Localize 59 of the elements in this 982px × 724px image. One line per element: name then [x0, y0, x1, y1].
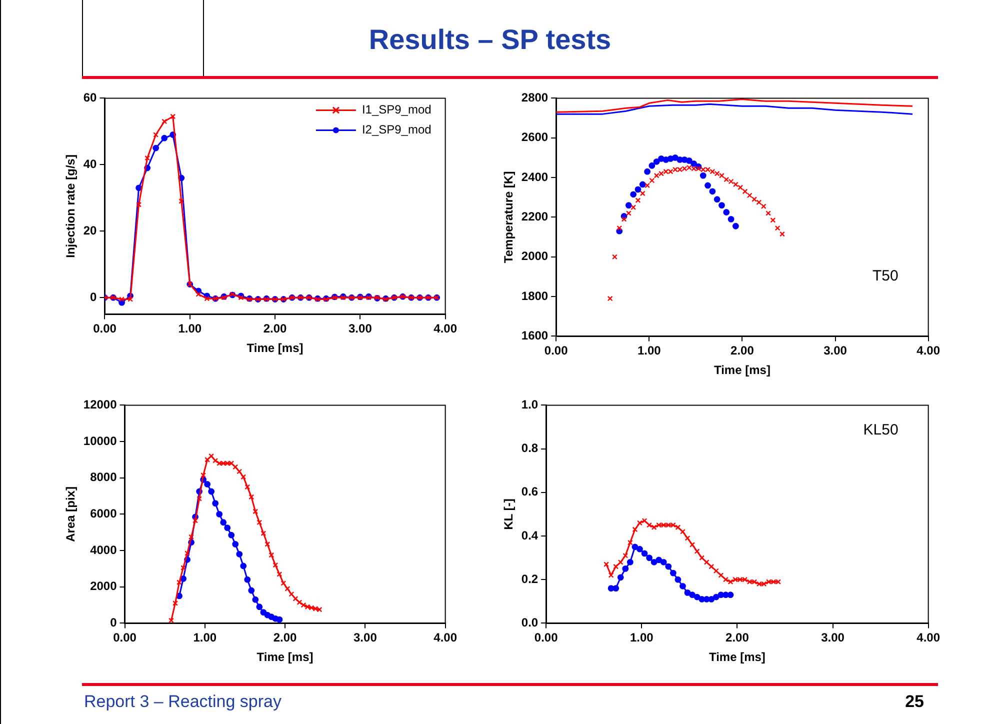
text: 25: [905, 692, 924, 712]
y-tick-label: 0: [90, 290, 98, 304]
y-tick-label: 8000: [90, 470, 118, 484]
y-tick-label: 0.0: [521, 616, 538, 630]
x-tick-label: 0.00: [93, 322, 117, 336]
x-axis-title: Time [ms]: [708, 650, 766, 664]
y-tick-label: 2600: [521, 130, 548, 144]
x-tick-label: 4.00: [434, 322, 458, 336]
x-tick-label: 0.00: [534, 630, 558, 645]
x-tick-label: 1.00: [630, 630, 654, 645]
y-tick-label: 2000: [90, 579, 118, 594]
y-tick-label: 0.2: [521, 572, 538, 586]
x-tick-label: 2.00: [273, 630, 298, 645]
x-axis-title: Time [ms]: [714, 363, 770, 378]
x-tick-label: 3.00: [354, 630, 378, 645]
y-tick-label: 4000: [90, 542, 118, 557]
x-tick-label: 4.00: [916, 630, 940, 645]
y-tick-label: 0.8: [521, 441, 538, 456]
y-axis-title: Temperature [K]: [502, 171, 516, 264]
x-tick-label: 4.00: [916, 344, 940, 358]
y-tick-label: 40: [83, 156, 98, 171]
chart-title: Results – SP tests: [368, 24, 612, 56]
x-tick-label: 0.00: [113, 630, 137, 645]
y-tick-label: 2400: [521, 170, 548, 184]
y-tick-label: 1.0: [521, 398, 538, 412]
x-tick-label: 4.00: [434, 630, 458, 645]
y-tick-label: 1600: [521, 328, 548, 343]
y-tick-label: 12000: [83, 398, 118, 412]
x-tick-label: 1.00: [193, 630, 217, 645]
x-tick-label: 3.00: [821, 630, 845, 645]
y-tick-label: 1800: [521, 288, 548, 303]
y-tick-label: 6000: [90, 506, 118, 521]
y-tick-label: 2200: [521, 210, 548, 224]
y-axis-title: KL [-]: [502, 498, 516, 530]
y-tick-label: 0.6: [521, 484, 538, 499]
y-tick-label: 0: [110, 616, 118, 630]
x-axis-title: Time [ms]: [256, 650, 314, 664]
text: Report 3 – Reacting spray: [84, 692, 282, 712]
annotation: T50: [872, 267, 898, 284]
annotation: KL50: [863, 421, 898, 438]
x-tick-label: 1.00: [178, 322, 202, 336]
x-tick-label: 2.00: [730, 344, 754, 358]
x-tick-label: 2.00: [263, 322, 288, 336]
y-axis-title: Area [pix]: [64, 486, 78, 542]
x-tick-label: 3.00: [348, 322, 372, 336]
x-tick-label: 2.00: [726, 630, 750, 645]
y-axis-title: Injection rate [g/s]: [64, 154, 78, 258]
y-tick-label: 0.4: [521, 528, 538, 542]
x-tick-label: 0.00: [544, 344, 568, 358]
legend-label: I2_SP9_mod: [362, 122, 432, 137]
y-tick-label: 60: [83, 90, 98, 105]
x-tick-label: 1.00: [637, 344, 662, 358]
y-tick-label: 2000: [521, 249, 548, 264]
legend-label: I1_SP9_mod: [362, 102, 432, 117]
y-tick-label: 20: [83, 223, 98, 238]
y-tick-label: 2800: [521, 90, 548, 105]
x-tick-label: 3.00: [824, 344, 848, 358]
x-axis-title: Time [ms]: [246, 341, 304, 356]
y-tick-label: 10000: [83, 434, 118, 448]
